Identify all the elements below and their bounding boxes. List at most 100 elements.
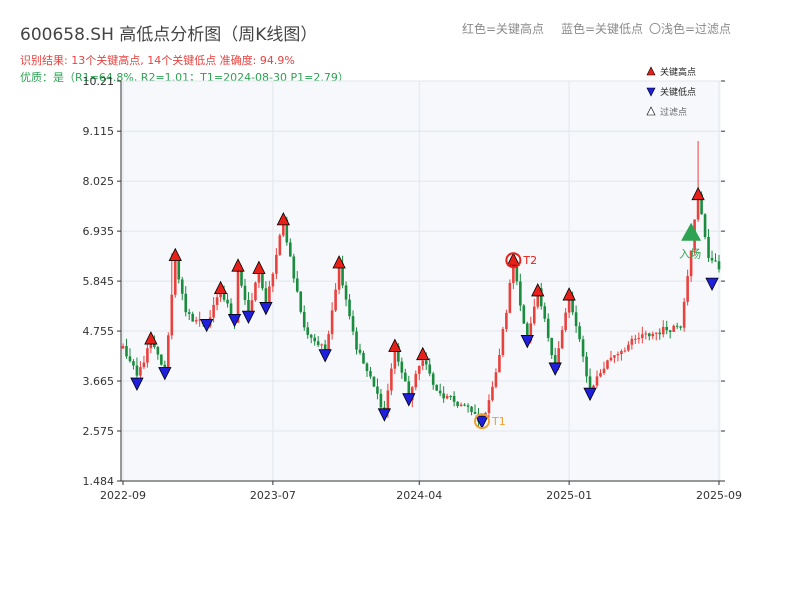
candle-body <box>302 311 306 328</box>
candle-body <box>295 278 299 292</box>
candle-body <box>651 333 655 337</box>
candle-body <box>438 390 442 394</box>
candle-body <box>184 293 188 313</box>
candle-body <box>187 312 191 314</box>
candle-body <box>390 368 393 391</box>
candle-body <box>219 292 222 298</box>
candle-body <box>574 312 578 327</box>
candle-body <box>240 270 243 286</box>
candle-body <box>634 338 637 340</box>
t-point-circle <box>473 413 490 430</box>
candle-body <box>250 300 254 312</box>
y-tick-label: 1.484 <box>83 475 115 488</box>
candle-body <box>351 316 355 332</box>
header-legend-light: 〇浅色=过滤点 <box>649 22 732 36</box>
t-point-circle <box>505 252 522 269</box>
candle-body <box>714 260 717 262</box>
key-low-marker <box>200 319 214 333</box>
candle-body <box>505 312 508 330</box>
t-point-label: T2 <box>522 254 537 267</box>
legend-high-icon <box>646 66 656 76</box>
candle-body <box>456 401 459 407</box>
candle-body <box>491 386 494 401</box>
result-summary: 识别结果: 13个关键高点, 14个关键低点 准确度: 94.9% <box>20 54 295 67</box>
candle-body <box>522 305 526 324</box>
chart-title: 600658.SH 高低点分析图（周K线图） <box>20 25 318 45</box>
candle-body <box>494 372 498 387</box>
candle-body <box>703 214 707 237</box>
legend-low-label: 关键低点 <box>660 86 696 98</box>
candle-body <box>278 235 282 255</box>
candle-body <box>407 381 411 401</box>
candle-body <box>198 319 201 321</box>
candle-body <box>627 344 630 351</box>
candle-body <box>355 331 358 350</box>
header-legend-red: 红色=关键高点 <box>462 22 545 36</box>
candle-body <box>264 288 268 303</box>
candle-body <box>247 299 250 312</box>
legend-high-label: 关键高点 <box>660 66 696 78</box>
candle-body <box>369 371 372 377</box>
key-high-marker <box>388 338 402 352</box>
candle-body <box>459 404 463 407</box>
candle-body <box>330 310 334 335</box>
candle-body <box>550 337 554 356</box>
y-tick-label: 10.21 <box>83 75 115 88</box>
candle-body <box>543 306 547 319</box>
candle-body <box>163 364 167 368</box>
candle-body <box>135 365 139 376</box>
candle-body <box>125 346 128 357</box>
candle-body <box>177 260 181 280</box>
candle-body <box>414 373 418 388</box>
candle-body <box>341 263 344 286</box>
candle-body <box>665 326 669 331</box>
candle-body <box>261 271 264 289</box>
y-tick-label: 5.845 <box>83 275 115 288</box>
candle-body <box>292 256 296 279</box>
candle-body <box>470 406 473 413</box>
key-high-marker <box>144 331 158 345</box>
candle-body <box>717 261 721 270</box>
candle-body <box>149 341 153 349</box>
key-high-marker <box>231 258 245 272</box>
candle-body <box>212 304 215 318</box>
candle-body <box>539 288 543 307</box>
candle-body <box>672 325 675 332</box>
candle-body <box>313 337 316 342</box>
candle-body <box>661 326 665 335</box>
key-high-marker <box>252 260 266 274</box>
y-tick-label: 2.575 <box>83 425 115 438</box>
candle-body <box>257 271 261 283</box>
candle-body <box>616 354 620 356</box>
key-low-marker <box>520 335 534 349</box>
candle-body <box>644 333 648 335</box>
candle-body <box>585 356 588 377</box>
y-tick-label: 9.115 <box>83 125 115 138</box>
candle-body <box>288 242 292 257</box>
candle-body <box>121 346 125 349</box>
candle-body <box>358 349 362 353</box>
candle-body <box>515 260 519 282</box>
candle-body <box>452 395 456 402</box>
key-low-marker <box>318 349 332 363</box>
candle-body <box>557 348 560 368</box>
candle-body <box>128 356 132 362</box>
candle-body <box>146 348 149 363</box>
candle-body <box>376 386 379 394</box>
y-tick-label: 6.935 <box>83 225 115 238</box>
candle-body <box>578 326 581 340</box>
legend-low-icon <box>646 87 656 97</box>
candle-body <box>689 250 693 277</box>
candle-body <box>222 292 226 300</box>
candle-body <box>268 286 271 303</box>
x-tick-label: 2023-07 <box>250 489 296 502</box>
candle-body <box>285 219 289 243</box>
candle-body <box>194 320 198 322</box>
candle-body <box>323 344 327 353</box>
candle-body <box>609 357 613 361</box>
key-low-marker <box>241 310 256 325</box>
candle-body <box>647 333 651 337</box>
key-high-marker <box>506 252 521 266</box>
candle-body <box>602 368 606 374</box>
